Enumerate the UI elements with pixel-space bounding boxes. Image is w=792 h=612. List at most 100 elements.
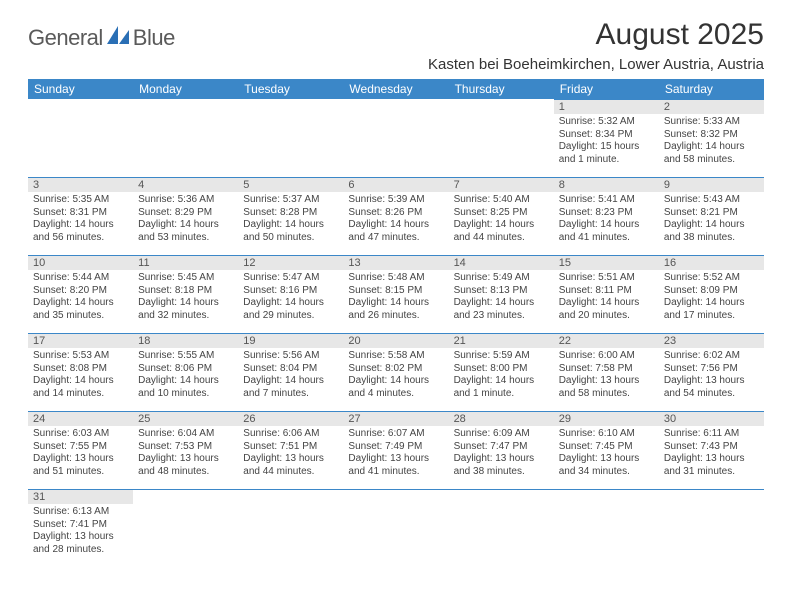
day-line: Daylight: 13 hours <box>559 453 654 466</box>
day-body: Sunrise: 5:32 AMSunset: 8:34 PMDaylight:… <box>554 114 659 170</box>
day-line <box>243 506 338 519</box>
day-line: Sunrise: 5:47 AM <box>243 272 338 285</box>
day-line: Daylight: 14 hours <box>348 375 443 388</box>
day-number: 20 <box>343 333 448 348</box>
weekday-header: Saturday <box>659 79 764 99</box>
day-line: Sunrise: 6:11 AM <box>664 428 759 441</box>
day-line: Sunset: 7:49 PM <box>348 441 443 454</box>
day-number: 23 <box>659 333 764 348</box>
day-line <box>138 153 233 166</box>
day-line <box>243 531 338 544</box>
day-body: Sunrise: 5:41 AMSunset: 8:23 PMDaylight:… <box>554 192 659 248</box>
day-number <box>659 489 764 504</box>
day-number <box>133 99 238 113</box>
day-line: and 38 minutes. <box>664 232 759 245</box>
day-number: 16 <box>659 255 764 270</box>
calendar-cell <box>133 99 238 177</box>
day-line: Daylight: 14 hours <box>559 297 654 310</box>
calendar-cell: 6Sunrise: 5:39 AMSunset: 8:26 PMDaylight… <box>343 177 448 255</box>
header-bar: General Blue August 2025 Kasten bei Boeh… <box>28 18 764 73</box>
day-line: Sunrise: 5:37 AM <box>243 194 338 207</box>
day-line <box>348 544 443 557</box>
day-number: 15 <box>554 255 659 270</box>
day-number: 6 <box>343 177 448 192</box>
day-body <box>449 504 554 560</box>
day-line <box>348 531 443 544</box>
day-line: and 47 minutes. <box>348 232 443 245</box>
calendar-cell: 13Sunrise: 5:48 AMSunset: 8:15 PMDayligh… <box>343 255 448 333</box>
day-line: and 58 minutes. <box>664 154 759 167</box>
day-body <box>133 504 238 560</box>
calendar-cell: 16Sunrise: 5:52 AMSunset: 8:09 PMDayligh… <box>659 255 764 333</box>
day-line: and 44 minutes. <box>243 466 338 479</box>
calendar-cell: 3Sunrise: 5:35 AMSunset: 8:31 PMDaylight… <box>28 177 133 255</box>
day-line <box>138 544 233 557</box>
day-line: Sunrise: 5:35 AM <box>33 194 128 207</box>
calendar-cell <box>449 489 554 567</box>
day-body: Sunrise: 5:55 AMSunset: 8:06 PMDaylight:… <box>133 348 238 404</box>
day-body: Sunrise: 5:53 AMSunset: 8:08 PMDaylight:… <box>28 348 133 404</box>
day-line <box>348 115 443 128</box>
day-line <box>243 115 338 128</box>
day-number <box>28 99 133 113</box>
day-line: and 53 minutes. <box>138 232 233 245</box>
day-body: Sunrise: 6:09 AMSunset: 7:47 PMDaylight:… <box>449 426 554 482</box>
calendar-cell <box>238 489 343 567</box>
day-number <box>449 99 554 113</box>
day-line: Daylight: 14 hours <box>454 375 549 388</box>
weekday-header: Wednesday <box>343 79 448 99</box>
day-line: Sunset: 7:56 PM <box>664 363 759 376</box>
day-body <box>343 113 448 169</box>
day-line <box>664 531 759 544</box>
day-line: Sunset: 7:53 PM <box>138 441 233 454</box>
day-body: Sunrise: 6:02 AMSunset: 7:56 PMDaylight:… <box>659 348 764 404</box>
day-line <box>454 128 549 141</box>
day-line: Daylight: 14 hours <box>664 219 759 232</box>
day-line: Sunset: 8:28 PM <box>243 207 338 220</box>
day-line: Sunset: 8:02 PM <box>348 363 443 376</box>
day-line: Sunrise: 6:03 AM <box>33 428 128 441</box>
day-line: Sunrise: 6:13 AM <box>33 506 128 519</box>
day-number: 29 <box>554 411 659 426</box>
title-block: August 2025 Kasten bei Boeheimkirchen, L… <box>428 18 764 73</box>
day-line <box>33 140 128 153</box>
day-line: Daylight: 14 hours <box>664 297 759 310</box>
day-line: Sunrise: 5:33 AM <box>664 116 759 129</box>
day-line: Daylight: 14 hours <box>138 375 233 388</box>
day-number: 26 <box>238 411 343 426</box>
month-title: August 2025 <box>428 18 764 52</box>
day-line: Daylight: 14 hours <box>33 375 128 388</box>
day-line: Sunset: 8:13 PM <box>454 285 549 298</box>
day-number <box>554 489 659 504</box>
brand-word1: General <box>28 25 103 51</box>
day-line: and 48 minutes. <box>138 466 233 479</box>
calendar-cell: 11Sunrise: 5:45 AMSunset: 8:18 PMDayligh… <box>133 255 238 333</box>
day-line: Daylight: 13 hours <box>664 375 759 388</box>
day-line: Sunset: 8:23 PM <box>559 207 654 220</box>
day-number: 10 <box>28 255 133 270</box>
day-body: Sunrise: 5:35 AMSunset: 8:31 PMDaylight:… <box>28 192 133 248</box>
calendar-cell: 8Sunrise: 5:41 AMSunset: 8:23 PMDaylight… <box>554 177 659 255</box>
day-line <box>243 128 338 141</box>
calendar-cell: 4Sunrise: 5:36 AMSunset: 8:29 PMDaylight… <box>133 177 238 255</box>
calendar-row: 10Sunrise: 5:44 AMSunset: 8:20 PMDayligh… <box>28 255 764 333</box>
day-line: Sunset: 8:18 PM <box>138 285 233 298</box>
day-line: Daylight: 14 hours <box>664 141 759 154</box>
day-number: 31 <box>28 489 133 504</box>
day-line: and 56 minutes. <box>33 232 128 245</box>
day-number: 13 <box>343 255 448 270</box>
day-line <box>243 153 338 166</box>
day-line <box>348 128 443 141</box>
calendar-cell: 30Sunrise: 6:11 AMSunset: 7:43 PMDayligh… <box>659 411 764 489</box>
day-body: Sunrise: 5:39 AMSunset: 8:26 PMDaylight:… <box>343 192 448 248</box>
calendar-cell: 17Sunrise: 5:53 AMSunset: 8:08 PMDayligh… <box>28 333 133 411</box>
day-number: 9 <box>659 177 764 192</box>
day-line <box>243 140 338 153</box>
calendar-cell: 20Sunrise: 5:58 AMSunset: 8:02 PMDayligh… <box>343 333 448 411</box>
day-line <box>138 519 233 532</box>
day-line <box>664 519 759 532</box>
day-line: Sunset: 8:00 PM <box>454 363 549 376</box>
day-line: and 1 minute. <box>454 388 549 401</box>
day-line: Sunset: 8:11 PM <box>559 285 654 298</box>
day-line: Daylight: 14 hours <box>138 297 233 310</box>
